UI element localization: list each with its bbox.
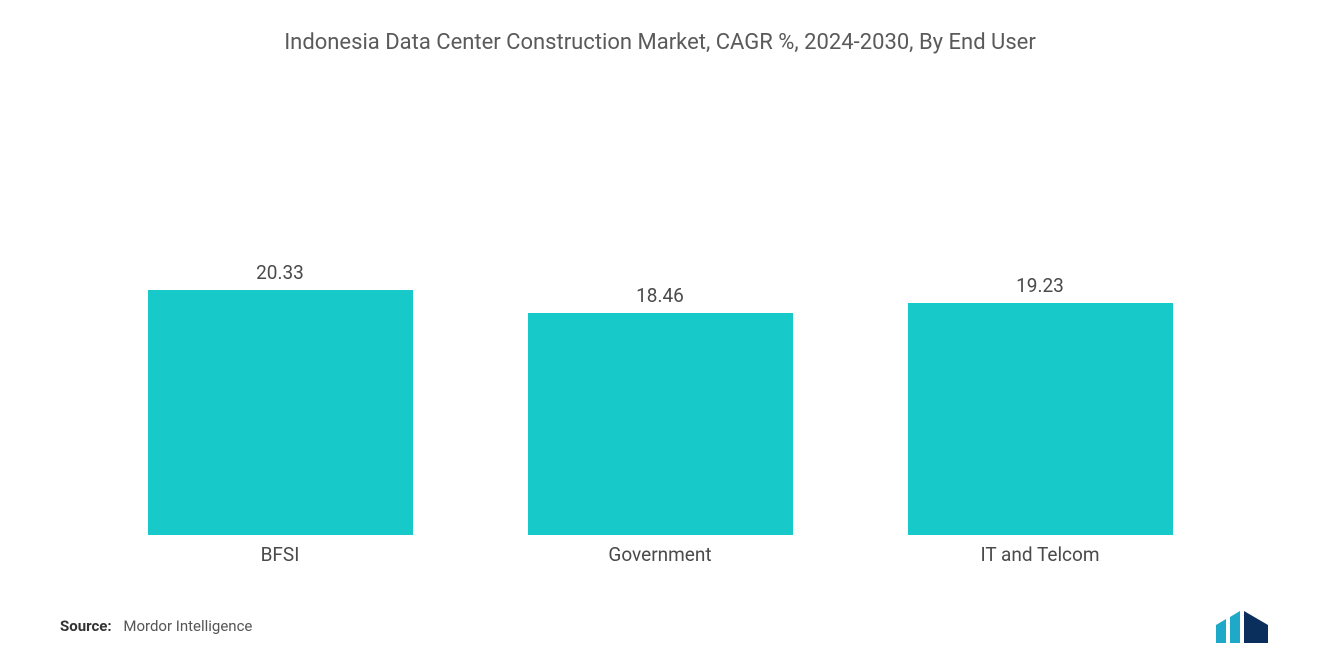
x-label: Government [520,543,800,566]
bar-government [528,313,793,535]
plot-area: 20.33 18.46 19.23 [60,65,1260,535]
bar-value: 19.23 [1016,274,1064,297]
x-label: BFSI [140,543,420,566]
bar-value: 20.33 [256,261,304,284]
bar-value: 18.46 [636,284,684,307]
mordor-logo-icon [1214,607,1270,643]
source-label: Source: [60,617,112,635]
bar-it-telcom [908,303,1173,535]
source-text: Mordor Intelligence [123,617,252,635]
x-axis-labels: BFSI Government IT and Telcom [60,535,1260,566]
source-attribution: Source: Mordor Intelligence [60,617,252,635]
bar-group-government: 18.46 [520,284,800,535]
x-label: IT and Telcom [900,543,1180,566]
bar-bfsi [148,290,413,535]
bar-group-it-telcom: 19.23 [900,274,1180,535]
bar-group-bfsi: 20.33 [140,261,420,535]
chart-title: Indonesia Data Center Construction Marke… [60,30,1260,55]
chart-container: Indonesia Data Center Construction Marke… [0,0,1320,665]
